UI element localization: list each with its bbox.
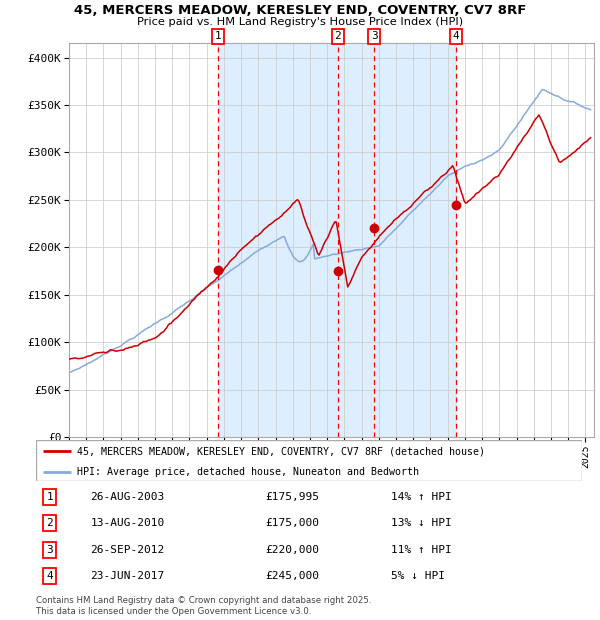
- Bar: [338, 43, 374, 437]
- Text: 13% ↓ HPI: 13% ↓ HPI: [391, 518, 452, 528]
- Text: 1: 1: [46, 492, 53, 502]
- Text: £175,995: £175,995: [265, 492, 319, 502]
- Text: 14% ↑ HPI: 14% ↑ HPI: [391, 492, 452, 502]
- Bar: [218, 43, 338, 437]
- Text: 3: 3: [46, 545, 53, 555]
- Text: 26-SEP-2012: 26-SEP-2012: [91, 545, 165, 555]
- Text: 26-AUG-2003: 26-AUG-2003: [91, 492, 165, 502]
- Text: £245,000: £245,000: [265, 571, 319, 582]
- Text: 11% ↑ HPI: 11% ↑ HPI: [391, 545, 452, 555]
- Text: 5% ↓ HPI: 5% ↓ HPI: [391, 571, 445, 582]
- Text: 23-JUN-2017: 23-JUN-2017: [91, 571, 165, 582]
- Text: 45, MERCERS MEADOW, KERESLEY END, COVENTRY, CV7 8RF: 45, MERCERS MEADOW, KERESLEY END, COVENT…: [74, 4, 526, 17]
- Text: Contains HM Land Registry data © Crown copyright and database right 2025.
This d: Contains HM Land Registry data © Crown c…: [36, 596, 371, 616]
- Text: HPI: Average price, detached house, Nuneaton and Bedworth: HPI: Average price, detached house, Nune…: [77, 467, 419, 477]
- Text: 45, MERCERS MEADOW, KERESLEY END, COVENTRY, CV7 8RF (detached house): 45, MERCERS MEADOW, KERESLEY END, COVENT…: [77, 446, 485, 456]
- FancyBboxPatch shape: [36, 440, 582, 480]
- Bar: [374, 43, 456, 437]
- Text: 4: 4: [46, 571, 53, 582]
- Text: Price paid vs. HM Land Registry's House Price Index (HPI): Price paid vs. HM Land Registry's House …: [137, 17, 463, 27]
- Text: 1: 1: [215, 32, 221, 42]
- Text: 2: 2: [334, 32, 341, 42]
- Text: 3: 3: [371, 32, 377, 42]
- Text: £175,000: £175,000: [265, 518, 319, 528]
- Text: 2: 2: [46, 518, 53, 528]
- Text: 13-AUG-2010: 13-AUG-2010: [91, 518, 165, 528]
- Text: 4: 4: [452, 32, 460, 42]
- Text: £220,000: £220,000: [265, 545, 319, 555]
